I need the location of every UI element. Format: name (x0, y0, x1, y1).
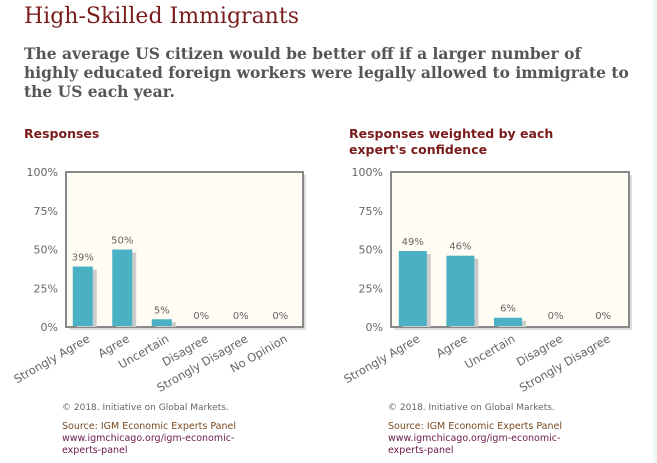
survey-question: The average US citizen would be better o… (24, 44, 629, 101)
responses-chart: 0%25%50%75%100%39%Strongly Agree50%Agree… (11, 166, 306, 395)
bar (398, 251, 427, 326)
y-tick-label: 75% (34, 205, 58, 218)
data-label: 0% (233, 311, 249, 322)
source-link[interactable]: www.igmchicago.org/igm-economic-experts-… (62, 433, 235, 456)
y-tick-label: 50% (34, 244, 58, 257)
y-tick-label: 25% (34, 282, 58, 295)
scrollbar[interactable] (653, 0, 657, 463)
data-label: 0% (548, 311, 564, 322)
y-tick-label: 0% (41, 321, 58, 334)
y-tick-label: 25% (359, 282, 383, 295)
y-tick-label: 0% (366, 321, 383, 334)
chart-title-weighted: Responses weighted by each expert's conf… (349, 126, 554, 157)
data-label: 0% (272, 311, 288, 322)
x-tick-label: Strongly Agree (341, 331, 422, 386)
page-title: High-Skilled Immigrants (24, 4, 299, 29)
data-label: 6% (500, 304, 516, 315)
copyright-left: © 2018. Initiative on Global Markets. (62, 403, 229, 413)
weighted-responses-chart: 0% 25% 50% 75% 100% 49% Strongly Agree 46% Agree… (341, 166, 632, 395)
bar (151, 319, 172, 326)
chart-title-responses: Responses (24, 126, 100, 141)
y-tick-label: 50% (359, 244, 383, 257)
bar (72, 266, 93, 326)
data-label: 46% (449, 242, 471, 253)
source-text: Source: IGM Economic Experts Panel (62, 421, 236, 432)
plot-area (65, 171, 304, 328)
source-left: Source: IGM Economic Experts Panel www.i… (62, 421, 262, 457)
data-label: 0% (595, 311, 611, 322)
data-label: 49% (402, 237, 424, 248)
y-tick-label: 75% (359, 205, 383, 218)
bar (446, 255, 475, 326)
y-tick-label: 100% (27, 166, 58, 179)
bar (112, 249, 133, 326)
y-tick-label: 100% (352, 166, 383, 179)
data-label: 39% (72, 253, 94, 264)
x-tick-label: Uncertain (462, 331, 517, 371)
data-label: 5% (154, 305, 170, 316)
data-label: 50% (111, 236, 133, 247)
source-text: Source: IGM Economic Experts Panel (388, 421, 562, 432)
bar (494, 317, 522, 326)
data-label: 0% (193, 311, 209, 322)
x-tick-label: Agree (434, 331, 470, 360)
source-right: Source: IGM Economic Experts Panel www.i… (388, 421, 588, 457)
source-link[interactable]: www.igmchicago.org/igm-economic-experts-… (388, 433, 561, 456)
copyright-right: © 2018. Initiative on Global Markets. (388, 403, 555, 413)
x-tick-label: Strongly Disagree (517, 331, 613, 394)
